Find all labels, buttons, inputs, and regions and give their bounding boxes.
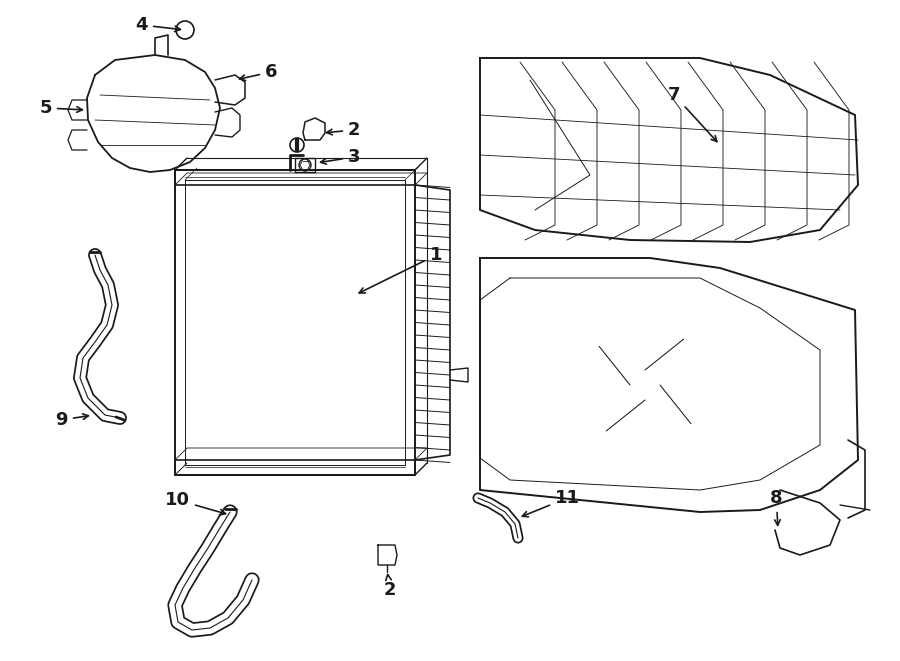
Text: 11: 11	[522, 489, 580, 517]
Text: 10: 10	[165, 491, 226, 515]
Text: 1: 1	[359, 246, 443, 293]
Text: 7: 7	[668, 86, 717, 141]
Text: 4: 4	[136, 16, 180, 34]
Text: 2: 2	[383, 574, 396, 599]
Text: 6: 6	[239, 63, 277, 81]
Text: 3: 3	[320, 148, 361, 166]
Text: 5: 5	[40, 99, 83, 117]
Text: 2: 2	[327, 121, 361, 139]
Text: 8: 8	[770, 489, 783, 525]
Text: 9: 9	[56, 411, 88, 429]
